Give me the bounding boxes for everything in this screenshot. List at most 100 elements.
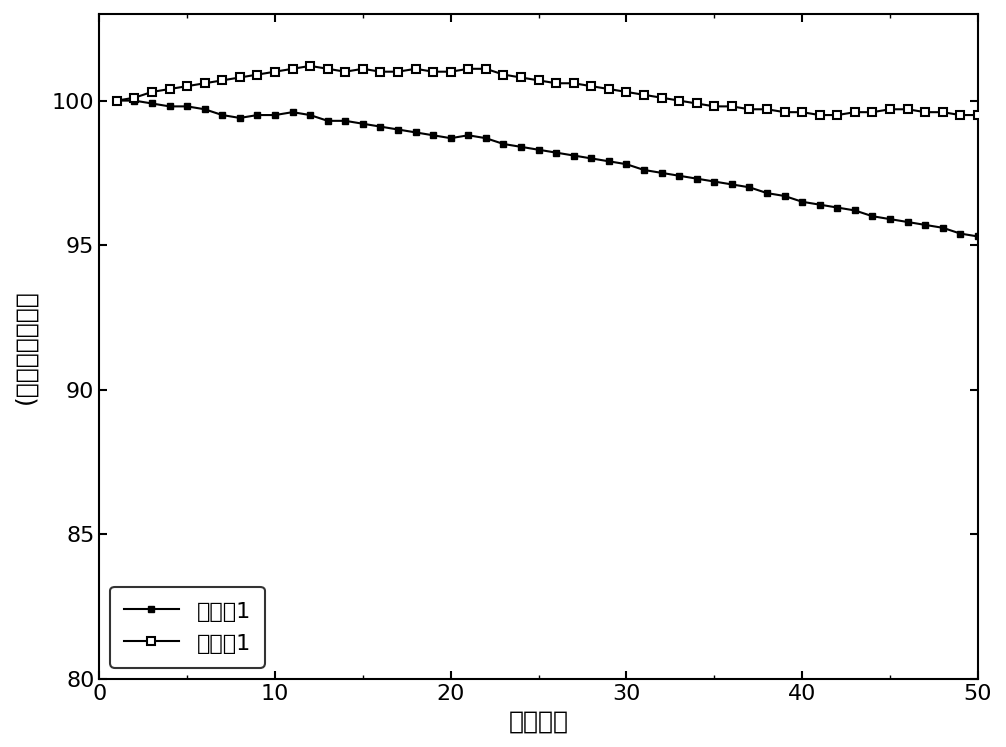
实施例1 <box>866 108 878 117</box>
对比例1 <box>374 123 386 131</box>
对比例1 <box>164 102 176 111</box>
对比例1 <box>761 188 773 197</box>
对比例1 <box>515 143 527 152</box>
实施例1 <box>216 76 228 85</box>
实施例1 <box>796 108 808 117</box>
实施例1 <box>779 108 791 117</box>
对比例1 <box>779 191 791 200</box>
对比例1 <box>708 177 720 186</box>
对比例1 <box>445 134 457 143</box>
Y-axis label: (％）容量保持率: (％）容量保持率 <box>14 289 38 403</box>
对比例1 <box>972 232 984 241</box>
实施例1 <box>322 64 334 73</box>
实施例1 <box>638 90 650 99</box>
对比例1 <box>497 140 509 149</box>
实施例1 <box>673 96 685 105</box>
对比例1 <box>603 157 615 166</box>
对比例1 <box>831 203 843 212</box>
实施例1 <box>374 67 386 76</box>
实施例1 <box>515 73 527 82</box>
实施例1 <box>304 61 316 70</box>
对比例1 <box>357 120 369 128</box>
对比例1 <box>673 171 685 180</box>
对比例1 <box>216 111 228 120</box>
对比例1 <box>814 200 826 209</box>
实施例1 <box>497 70 509 79</box>
实施例1 <box>339 67 351 76</box>
对比例1 <box>638 166 650 175</box>
对比例1 <box>550 148 562 157</box>
实施例1 <box>972 111 984 120</box>
实施例1 <box>761 105 773 114</box>
对比例1 <box>621 160 633 169</box>
对比例1 <box>585 154 598 163</box>
实施例1 <box>269 67 281 76</box>
实施例1 <box>164 84 176 93</box>
对比例1 <box>181 102 193 111</box>
实施例1 <box>233 73 245 82</box>
实施例1 <box>621 87 633 96</box>
对比例1 <box>567 151 579 160</box>
X-axis label: 循环次数: 循环次数 <box>509 709 568 733</box>
实施例1 <box>181 81 193 90</box>
实施例1 <box>111 96 123 105</box>
对比例1 <box>866 211 878 220</box>
对比例1 <box>849 206 861 215</box>
实施例1 <box>849 108 861 117</box>
实施例1 <box>392 67 404 76</box>
实施例1 <box>252 70 264 79</box>
实施例1 <box>445 67 457 76</box>
实施例1 <box>357 64 369 73</box>
对比例1 <box>428 131 440 140</box>
实施例1 <box>814 111 826 120</box>
对比例1 <box>725 180 737 189</box>
对比例1 <box>901 217 913 226</box>
Line: 实施例1: 实施例1 <box>113 62 982 120</box>
对比例1 <box>322 117 334 125</box>
实施例1 <box>955 111 967 120</box>
实施例1 <box>725 102 737 111</box>
实施例1 <box>656 93 668 102</box>
对比例1 <box>532 145 544 154</box>
实施例1 <box>743 105 756 114</box>
对比例1 <box>304 111 316 120</box>
实施例1 <box>901 105 913 114</box>
实施例1 <box>287 64 299 73</box>
实施例1 <box>884 105 896 114</box>
对比例1 <box>480 134 492 143</box>
对比例1 <box>937 223 949 232</box>
实施例1 <box>532 76 544 85</box>
对比例1 <box>111 96 123 105</box>
实施例1 <box>462 64 474 73</box>
实施例1 <box>198 78 210 87</box>
实施例1 <box>831 111 843 120</box>
对比例1 <box>409 128 422 137</box>
实施例1 <box>919 108 932 117</box>
实施例1 <box>603 84 615 93</box>
对比例1 <box>198 105 210 114</box>
Legend: 对比例1, 实施例1: 对比例1, 实施例1 <box>111 586 265 668</box>
实施例1 <box>428 67 440 76</box>
对比例1 <box>462 131 474 140</box>
对比例1 <box>919 220 932 229</box>
实施例1 <box>585 81 598 90</box>
实施例1 <box>129 93 141 102</box>
实施例1 <box>146 87 158 96</box>
对比例1 <box>955 229 967 238</box>
对比例1 <box>252 111 264 120</box>
对比例1 <box>691 174 703 183</box>
对比例1 <box>233 114 245 123</box>
实施例1 <box>708 102 720 111</box>
实施例1 <box>550 78 562 87</box>
对比例1 <box>392 125 404 134</box>
对比例1 <box>129 96 141 105</box>
实施例1 <box>691 99 703 108</box>
对比例1 <box>146 99 158 108</box>
对比例1 <box>884 214 896 223</box>
对比例1 <box>656 168 668 177</box>
对比例1 <box>287 108 299 117</box>
Line: 对比例1: 对比例1 <box>114 97 981 240</box>
实施例1 <box>937 108 949 117</box>
对比例1 <box>743 183 756 192</box>
实施例1 <box>567 78 579 87</box>
